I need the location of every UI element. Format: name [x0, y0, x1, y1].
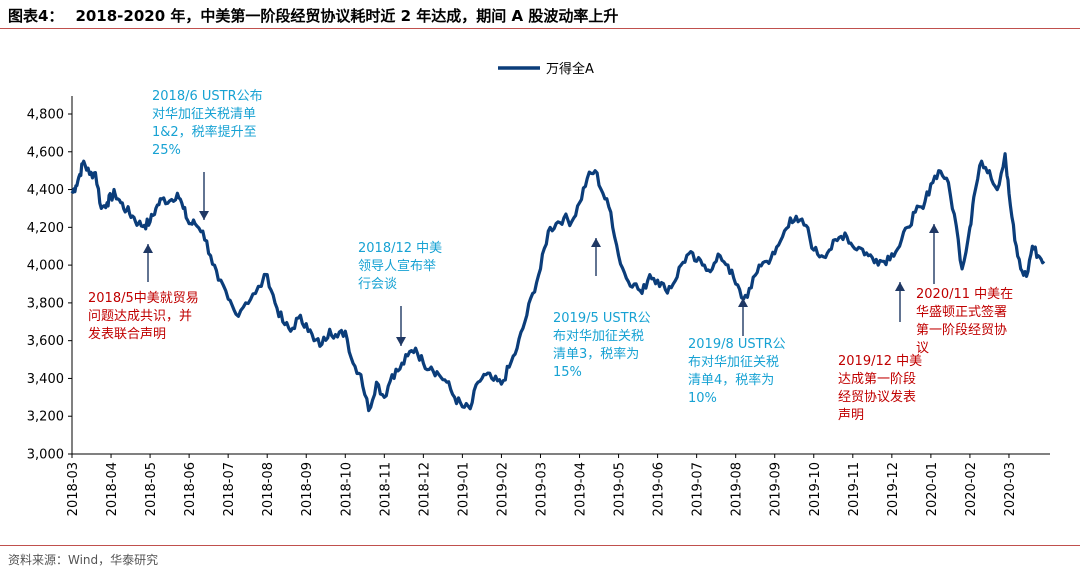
annotation-text: 发表联合声明	[88, 326, 166, 342]
annotation-text: 对华加征关税清单	[152, 107, 256, 122]
x-tick-label: 2019-04	[574, 462, 589, 516]
y-tick-label: 4,400	[27, 183, 64, 198]
annotation-arrow-head	[199, 211, 209, 220]
x-tick-label: 2018-04	[105, 462, 120, 516]
x-tick-label: 2018-12	[417, 462, 432, 516]
y-tick-label: 3,400	[27, 372, 64, 387]
title-rule	[0, 28, 1080, 29]
x-tick-label: 2020-02	[964, 462, 979, 516]
annotation-arrow-head	[929, 224, 939, 233]
figure-number: 图表4：	[8, 7, 64, 25]
x-tick-label: 2019-10	[808, 462, 823, 516]
annotation-text: 25%	[152, 143, 181, 158]
annotation-arrow-head	[738, 298, 748, 307]
y-tick-label: 4,200	[27, 221, 64, 236]
annotation-text: 2019/12 中美	[838, 354, 922, 369]
annotation-text: 15%	[553, 365, 582, 380]
x-tick-label: 2018-03	[66, 462, 81, 516]
annotation-text: 布对华加征关税	[553, 329, 644, 344]
series-line	[70, 152, 1046, 413]
x-tick-label: 2019-02	[495, 462, 510, 516]
annotation-text: 领导人宣布举	[358, 258, 436, 274]
source-note: 资料来源：Wind，华泰研究	[8, 553, 159, 567]
annotation-text: 10%	[688, 391, 717, 406]
annotation-arrow-head	[396, 337, 406, 346]
x-tick-label: 2019-07	[691, 462, 706, 516]
y-tick-label: 3,600	[27, 334, 64, 349]
annotation-text: 2018/12 中美	[358, 241, 442, 256]
legend-label: 万得全A	[546, 61, 594, 77]
x-tick-label: 2018-10	[339, 462, 354, 516]
y-tick-label: 4,000	[27, 259, 64, 274]
annotation-text: 达成第一阶段	[838, 372, 916, 387]
figure-title: 图表4： 2018-2020 年，中美第一阶段经贸协议耗时近 2 年达成，期间 A…	[8, 5, 618, 27]
x-tick-label: 2018-05	[144, 462, 159, 516]
x-tick-label: 2018-11	[378, 462, 393, 516]
annotation-arrow-head	[143, 244, 153, 253]
y-tick-label: 3,800	[27, 296, 64, 311]
y-tick-label: 3,200	[27, 410, 64, 425]
annotation-text: 2020/11 中美在	[916, 287, 1013, 302]
x-tick-label: 2018-06	[183, 462, 198, 516]
x-tick-label: 2019-06	[652, 462, 667, 516]
x-tick-label: 2019-08	[730, 462, 745, 516]
annotation-text: 华盛顿正式签署	[916, 304, 1007, 320]
annotation-text: 1&2，税率提升至	[152, 124, 257, 140]
annotation-text: 问题达成共识，并	[88, 309, 192, 324]
x-tick-label: 2020-01	[925, 462, 940, 516]
x-tick-label: 2019-03	[534, 462, 549, 516]
annotation-text: 2019/8 USTR公	[688, 337, 786, 352]
x-tick-label: 2018-08	[261, 462, 276, 516]
figure-title-text: 2018-2020 年，中美第一阶段经贸协议耗时近 2 年达成，期间 A 股波动…	[75, 7, 619, 25]
y-tick-label: 3,000	[27, 448, 64, 463]
x-tick-label: 2019-09	[769, 462, 784, 516]
annotation-text: 声明	[838, 408, 864, 423]
y-tick-label: 4,600	[27, 145, 64, 160]
x-tick-label: 2019-12	[886, 462, 901, 516]
annotation-text: 布对华加征关税	[688, 355, 779, 370]
x-tick-label: 2020-03	[1003, 462, 1018, 516]
footer-rule	[0, 545, 1080, 546]
x-tick-label: 2019-11	[847, 462, 862, 516]
annotation-arrow-head	[591, 238, 601, 247]
x-tick-label: 2019-01	[456, 462, 471, 516]
line-chart: 3,000 3,200 3,400 3,600 3,800 4,000 4,200 4,400…	[27, 61, 1050, 516]
annotation-text: 清单3，税率为	[553, 346, 639, 362]
annotation-arrow-head	[895, 282, 905, 291]
annotation-text: 2018/6 USTR公布	[152, 89, 263, 104]
annotation-text: 议	[916, 341, 929, 356]
annotation-text: 第一阶段经贸协	[916, 323, 1007, 338]
x-tick-label: 2019-05	[613, 462, 628, 516]
y-tick-label: 4,800	[27, 108, 64, 123]
annotation-text: 2019/5 USTR公	[553, 311, 651, 326]
annotation-text: 2018/5中美就贸易	[88, 291, 199, 306]
x-tick-label: 2018-09	[300, 462, 315, 516]
x-tick-label: 2018-07	[222, 462, 237, 516]
annotation-text: 清单4，税率为	[688, 372, 774, 388]
annotation-text: 经贸协议发表	[838, 389, 916, 405]
annotation-text: 行会谈	[358, 277, 397, 292]
